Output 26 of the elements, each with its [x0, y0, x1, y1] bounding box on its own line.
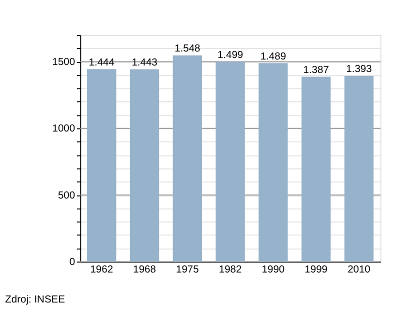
x-tick-label: 1999 [304, 264, 328, 276]
x-tick-label: 1968 [133, 264, 156, 276]
x-tick-label: 1982 [218, 264, 242, 276]
y-tick-label: 1500 [52, 56, 76, 68]
bar [130, 69, 160, 262]
y-tick-label: 500 [58, 190, 76, 202]
x-tick-label: 2010 [348, 264, 371, 276]
bar [172, 55, 202, 262]
data-label: 1.387 [303, 65, 330, 76]
bar [258, 63, 288, 262]
data-label: 1.443 [132, 58, 158, 69]
data-label: 1.548 [174, 44, 201, 55]
data-label: 1.489 [260, 51, 286, 62]
x-tick-label: 1990 [262, 264, 285, 276]
bar [87, 69, 116, 262]
text: Zdroj: INSEE [5, 294, 66, 306]
data-label: 1.444 [88, 57, 115, 68]
bar [216, 62, 245, 262]
data-label: 1.499 [217, 50, 244, 62]
x-tick-label: 1962 [90, 264, 114, 276]
y-tick-label: 1000 [52, 124, 76, 135]
bar [302, 76, 331, 262]
data-label: 1.393 [346, 64, 372, 76]
bar [344, 76, 374, 262]
x-tick-label: 1975 [176, 264, 200, 276]
y-tick-label: 0 [69, 256, 76, 268]
